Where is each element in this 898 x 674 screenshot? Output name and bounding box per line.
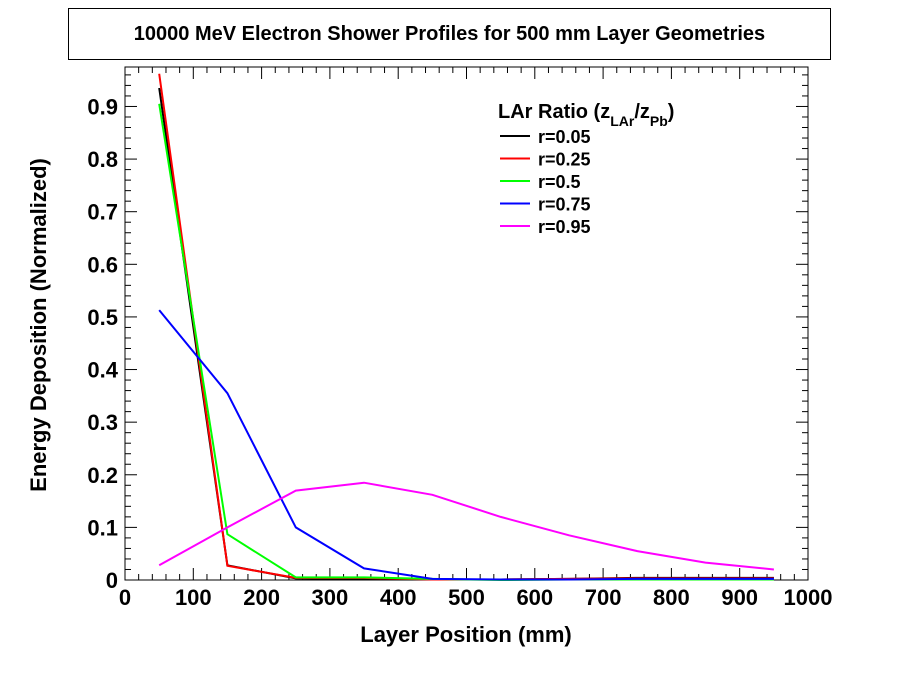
- y-tick-label: 0.9: [87, 94, 118, 119]
- x-tick-label: 1000: [784, 585, 833, 610]
- y-tick-label: 0.6: [87, 252, 118, 277]
- x-tick-label: 0: [119, 585, 131, 610]
- series-line: [158, 73, 774, 581]
- y-tick-label: 0: [106, 568, 118, 593]
- legend-label: r=0.95: [538, 217, 591, 237]
- legend-title: LAr Ratio (zLAr/zPb): [498, 101, 674, 129]
- legend-title-subscript: LAr: [610, 113, 635, 129]
- legend-label: r=0.25: [538, 150, 591, 170]
- x-tick-label: 200: [243, 585, 280, 610]
- y-tick-label: 0.2: [87, 463, 118, 488]
- y-tick-label: 0.8: [87, 147, 118, 172]
- y-tick-label: 0.1: [87, 515, 118, 540]
- plot-frame: [124, 66, 809, 581]
- legend-title-part: /z: [634, 101, 650, 123]
- legend-title-part: LAr Ratio (z: [498, 101, 610, 123]
- legend-title-subscript: Pb: [650, 113, 668, 129]
- x-tick-label: 100: [175, 585, 212, 610]
- series-line: [158, 103, 774, 582]
- x-tick-label: 300: [312, 585, 349, 610]
- y-axis-label: Energy Deposition (Normalized): [26, 158, 51, 492]
- y-tick-label: 0.7: [87, 200, 118, 225]
- y-tick-label: 0.5: [87, 305, 118, 330]
- x-tick-label: 600: [516, 585, 553, 610]
- x-tick-label: 800: [653, 585, 690, 610]
- legend-label: r=0.75: [538, 195, 591, 215]
- x-tick-label: 900: [721, 585, 758, 610]
- x-axis-label: Layer Position (mm): [360, 622, 571, 647]
- legend-title-part: ): [668, 101, 675, 123]
- x-tick-label: 400: [380, 585, 417, 610]
- chart-title-box: 10000 MeV Electron Shower Profiles for 5…: [68, 8, 831, 60]
- series-line: [158, 309, 774, 581]
- x-tick-label: 500: [448, 585, 485, 610]
- y-tick-label: 0.4: [87, 358, 118, 383]
- chart-title: 10000 MeV Electron Shower Profiles for 5…: [133, 22, 766, 45]
- series-line: [158, 481, 775, 571]
- legend-label: r=0.5: [538, 172, 581, 192]
- x-tick-label: 700: [585, 585, 622, 610]
- legend-label: r=0.05: [538, 127, 591, 147]
- y-tick-label: 0.3: [87, 410, 118, 435]
